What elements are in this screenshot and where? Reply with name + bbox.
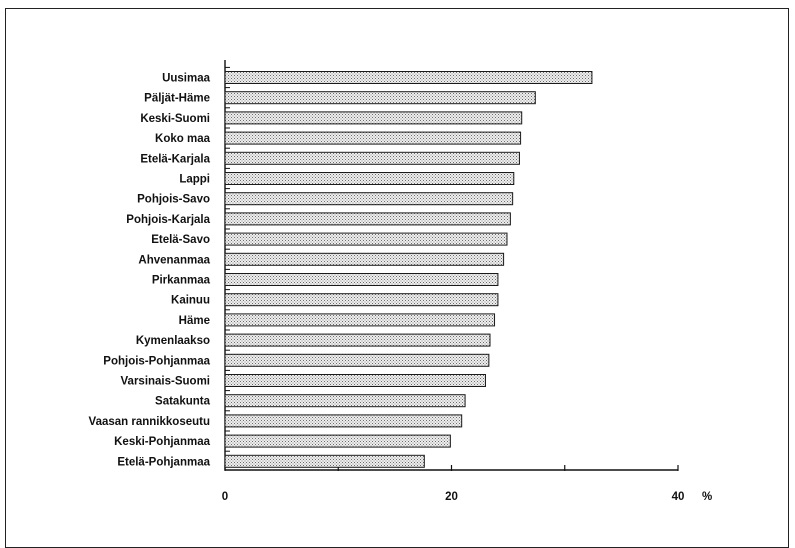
category-label: Keski-Pohjanmaa [114,436,210,448]
category-label: Vaasan rannikkoseutu [89,416,210,428]
bar[interactable] [224,151,520,165]
bar[interactable] [224,71,593,84]
bar[interactable] [224,353,490,367]
bar-chart: Uusimaa Päljät-Häme Keski-Suomi Koko maa Ete… [89,60,712,503]
bar[interactable] [224,273,499,286]
x-tick-label: 0 [222,491,228,503]
category-label: Etelä-Pohjanmaa [117,456,210,468]
bar[interactable] [224,252,505,266]
category-label: Pohjois-Pohjanmaa [103,355,210,367]
x-unit-label: % [702,491,712,503]
category-label: Pohjois-Karjala [126,214,210,226]
category-label: Etelä-Savo [151,234,210,246]
bar[interactable] [224,434,451,448]
bar[interactable] [224,454,425,468]
x-tick-label: 40 [672,491,685,503]
category-label: Päljät-Häme [144,93,210,105]
bar[interactable] [224,232,508,246]
category-label: Ahvenanmaa [138,254,210,266]
bar[interactable] [224,313,496,327]
category-label: Keski-Suomi [140,113,210,125]
category-label: Häme [179,315,210,327]
bar[interactable] [224,333,491,347]
x-tick-label: 20 [445,491,458,503]
category-label: Kymenlaakso [136,335,210,347]
category-label: Etelä-Karjala [140,153,210,165]
bar[interactable] [224,293,499,307]
bar[interactable] [224,212,511,226]
bar[interactable] [224,111,523,125]
category-label: Pirkanmaa [152,275,211,287]
bar[interactable] [224,192,514,206]
bar[interactable] [224,91,536,105]
bar[interactable] [224,394,466,408]
category-label: Kainuu [171,295,210,307]
bar[interactable] [224,374,486,387]
category-label: Pohjois-Savo [137,194,210,206]
category-label: Lappi [179,174,210,186]
bar[interactable] [224,172,515,185]
category-label: Koko maa [155,133,211,145]
bar[interactable] [224,131,522,145]
category-label: Varsinais-Suomi [121,376,210,388]
bar[interactable] [224,414,463,428]
category-label: Satakunta [155,396,211,408]
category-label: Uusimaa [162,73,211,85]
